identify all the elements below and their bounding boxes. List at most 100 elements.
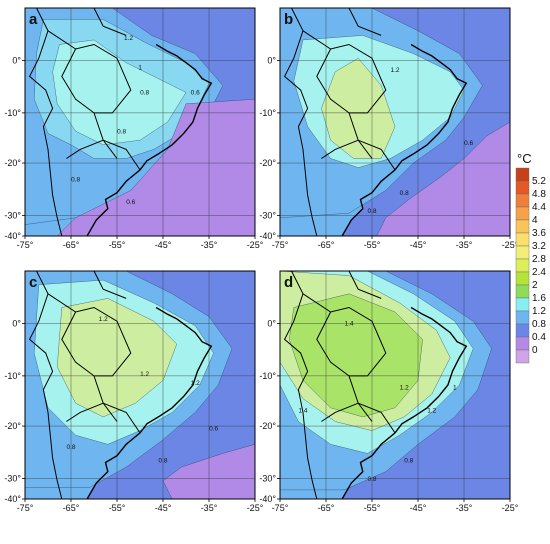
- legend-label: 4: [532, 215, 538, 226]
- lon-tick-label: -25°: [247, 240, 264, 250]
- lon-tick-label: -25°: [247, 503, 264, 513]
- lon-tick-label: -35°: [456, 240, 473, 250]
- legend-label: 1.6: [532, 293, 546, 304]
- panel-letter: d: [284, 274, 293, 291]
- legend-label: 0: [532, 345, 538, 356]
- country-border: [93, 7, 127, 36]
- contour-label: 0.6: [464, 140, 473, 147]
- lat-tick-label: -20°: [259, 158, 276, 168]
- country-border: [321, 139, 359, 159]
- legend-swatch: [515, 219, 530, 234]
- lat-tick-label: -10°: [259, 108, 276, 118]
- coastline-west: [283, 270, 318, 500]
- legend-swatch: [515, 310, 530, 325]
- lat-tick-label: -20°: [4, 158, 21, 168]
- country-border: [66, 402, 104, 422]
- coastline-west: [28, 270, 63, 500]
- map-panel-b: 1.2 0.8 0.6 0.8 b -75° -65° -55° -45° -35° -25° 0° -…: [259, 7, 519, 250]
- lon-tick-label: -75°: [272, 503, 289, 513]
- lat-tick-label: -10°: [259, 371, 276, 381]
- lon-tick-label: -65°: [63, 240, 80, 250]
- contour-label: 1.2: [140, 371, 149, 378]
- country-border: [348, 7, 382, 36]
- lat-tick-label: -30°: [4, 473, 21, 483]
- contour-label: 0.6: [191, 90, 200, 97]
- panel-frame: [24, 7, 256, 237]
- lat-tick-label: -10°: [4, 371, 21, 381]
- lat-tick-label: -40°: [259, 231, 276, 241]
- coastline: [341, 306, 468, 500]
- coastline-west: [28, 7, 63, 237]
- country-border: [103, 139, 141, 171]
- contour-label: 0.8: [400, 190, 409, 197]
- legend-swatch: [515, 245, 530, 260]
- legend-label: 4.8: [532, 189, 546, 200]
- contour-label: 0.8: [66, 444, 75, 451]
- contour-label: 1: [138, 65, 142, 72]
- country-border: [66, 139, 104, 159]
- map-panel-d: 1.4 1.2 1.4 0.8 0.8 1 1.2 d -75° -65° -55° -45° -35°…: [259, 270, 519, 513]
- map-panel-c: 1.2 1.2 0.8 0.6 0.8 1.2 c -75° -65° -55° -45° -35° -…: [4, 270, 264, 513]
- contour-label: 1.2: [124, 35, 133, 42]
- panel-frame: [279, 7, 511, 237]
- contour-label: 1.4: [298, 407, 307, 414]
- panel-frame: [24, 270, 256, 500]
- lon-tick-label: -55°: [364, 240, 381, 250]
- legend-swatch: [515, 271, 530, 286]
- lat-tick-label: 0°: [267, 318, 276, 328]
- lon-tick-label: -35°: [201, 503, 218, 513]
- legend-swatch: [515, 323, 530, 338]
- lon-tick-label: -65°: [318, 240, 335, 250]
- contour-label: 0.8: [140, 90, 149, 97]
- coastline: [341, 43, 468, 237]
- map-panel-a: 1.2 0.8 0.8 0.6 0.8 0.6 1 a -75° -65° -55° -45° -35°…: [4, 7, 264, 250]
- legend: °C5.2 4.8 4.4 4 3.6 3.2 2.8 2.4 2 1.6 1.2 0.8 0.4 0: [515, 151, 546, 364]
- legend-swatch: [515, 349, 530, 364]
- country-border: [93, 270, 127, 299]
- country-border: [348, 270, 382, 299]
- contour-label: 0.8: [367, 476, 376, 483]
- panel-letter: c: [29, 274, 37, 291]
- legend-swatch: [515, 284, 530, 299]
- contour-label: 0.8: [71, 176, 80, 183]
- lon-tick-label: -65°: [318, 503, 335, 513]
- legend-swatch: [515, 258, 530, 273]
- lat-tick-label: -30°: [4, 210, 21, 220]
- contour-label: 1: [453, 385, 457, 392]
- contour-label: 1.2: [427, 407, 436, 414]
- lon-tick-label: -75°: [272, 240, 289, 250]
- panel-letter: b: [284, 11, 293, 28]
- contour-label: 0.6: [126, 199, 135, 206]
- contour-zone: [52, 39, 187, 146]
- lat-tick-label: -20°: [4, 421, 21, 431]
- legend-label: 2: [532, 280, 538, 291]
- lon-tick-label: -55°: [109, 240, 126, 250]
- contour-label: 0.8: [367, 208, 376, 215]
- contour-label: 0.8: [158, 458, 167, 465]
- country-border: [321, 402, 359, 422]
- country-border: [358, 402, 396, 434]
- legend-label: 3.2: [532, 241, 546, 252]
- panel-frame: [279, 270, 511, 500]
- coastline: [86, 43, 213, 237]
- contour-label: 1.2: [191, 380, 200, 387]
- country-border: [316, 48, 373, 159]
- country-border: [61, 48, 118, 159]
- lat-tick-label: -20°: [259, 421, 276, 431]
- lat-tick-label: 0°: [12, 318, 21, 328]
- lat-tick-label: -40°: [4, 494, 21, 504]
- legend-label: 0.8: [532, 319, 546, 330]
- legend-swatch: [515, 336, 530, 351]
- legend-label: 2.8: [532, 254, 546, 265]
- contour-zone: [288, 293, 423, 418]
- lon-tick-label: -55°: [109, 503, 126, 513]
- coastline-west: [283, 7, 318, 237]
- lat-tick-label: -30°: [259, 473, 276, 483]
- lat-tick-label: -40°: [259, 494, 276, 504]
- contour-label: 1.4: [344, 321, 353, 328]
- country-border: [61, 311, 118, 422]
- lat-tick-label: -30°: [259, 210, 276, 220]
- lon-tick-label: -75°: [17, 240, 34, 250]
